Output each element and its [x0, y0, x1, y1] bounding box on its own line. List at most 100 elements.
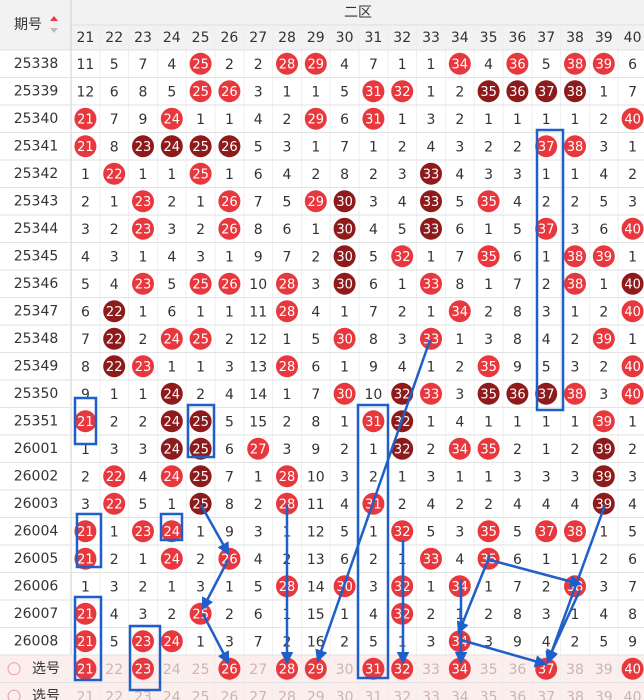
miss-count: 3 [542, 469, 551, 485]
ball [218, 135, 241, 158]
ball-number: 24 [164, 332, 181, 347]
option-number[interactable]: 40 [624, 689, 642, 700]
miss-count: 5 [513, 524, 522, 540]
selected-number[interactable]: 23 [135, 662, 152, 677]
option-number[interactable]: 29 [307, 689, 325, 700]
ball [506, 80, 529, 103]
option-number[interactable]: 30 [336, 689, 354, 700]
ball-number: 39 [596, 250, 613, 265]
selected-ball[interactable] [362, 657, 385, 680]
ball-number: 25 [192, 167, 209, 182]
option-number[interactable]: 21 [76, 689, 94, 700]
option-number[interactable]: 32 [393, 689, 411, 700]
ball-number: 23 [135, 635, 152, 650]
ball-number: 24 [164, 140, 181, 155]
option-number[interactable]: 37 [537, 689, 555, 700]
radio[interactable] [7, 689, 21, 700]
selected-number[interactable]: 34 [452, 662, 469, 677]
miss-count: 5 [542, 57, 551, 73]
ball-number: 28 [279, 305, 296, 320]
option-number[interactable]: 39 [595, 662, 613, 678]
ball-number: 34 [452, 305, 469, 320]
miss-count: 3 [571, 222, 580, 238]
option-number[interactable]: 36 [508, 662, 526, 678]
option-number[interactable]: 33 [422, 689, 440, 700]
option-number[interactable]: 36 [508, 689, 526, 700]
ball-number: 33 [423, 277, 440, 292]
option-number[interactable]: 39 [595, 689, 613, 700]
option-number[interactable]: 34 [451, 689, 469, 700]
column-header: 40 [624, 30, 642, 46]
selected-ball[interactable] [621, 657, 644, 680]
miss-count: 7 [81, 332, 90, 348]
miss-count: 4 [484, 57, 493, 73]
selected-ball[interactable] [132, 657, 154, 680]
ball-number: 23 [135, 140, 152, 155]
option-number[interactable]: 25 [192, 689, 210, 700]
ball-number: 36 [509, 387, 526, 402]
selected-ball[interactable] [304, 657, 327, 680]
selected-number[interactable]: 29 [308, 662, 325, 677]
miss-count: 1 [542, 112, 551, 128]
selected-number[interactable]: 31 [365, 662, 382, 677]
ball [132, 135, 154, 158]
miss-count: 2 [571, 194, 580, 210]
ball [160, 547, 183, 570]
miss-count: 1 [225, 167, 234, 183]
selected-number[interactable]: 26 [221, 662, 238, 677]
option-number[interactable]: 30 [336, 662, 354, 678]
option-number[interactable]: 38 [566, 689, 584, 700]
column-header: 38 [566, 30, 584, 46]
option-number[interactable]: 35 [480, 689, 498, 700]
option-number[interactable]: 24 [163, 689, 181, 700]
ball-number: 30 [336, 222, 353, 237]
option-number[interactable]: 38 [566, 662, 584, 678]
selected-number[interactable]: 32 [394, 662, 411, 677]
ball [592, 492, 615, 515]
selected-number[interactable]: 40 [624, 662, 641, 677]
miss-count: 4 [167, 57, 176, 73]
option-number[interactable]: 26 [220, 689, 238, 700]
miss-count: 1 [398, 277, 407, 293]
selected-number[interactable]: 37 [538, 662, 555, 677]
miss-count: 1 [427, 414, 436, 430]
option-number[interactable]: 27 [249, 689, 267, 700]
option-number[interactable]: 35 [480, 662, 498, 678]
miss-count: 8 [628, 607, 637, 623]
miss-count: 4 [398, 359, 407, 375]
miss-count: 9 [254, 249, 263, 265]
radio[interactable] [7, 662, 21, 676]
selected-number[interactable]: 21 [77, 662, 94, 677]
ball-number: 33 [423, 387, 440, 402]
option-number[interactable]: 25 [192, 662, 210, 678]
miss-count: 3 [427, 634, 436, 650]
ball [74, 135, 97, 158]
column-header: 33 [422, 30, 440, 46]
option-number[interactable]: 22 [105, 662, 123, 678]
option-number[interactable]: 22 [105, 689, 123, 700]
option-number[interactable]: 24 [163, 662, 181, 678]
sort-up[interactable] [50, 16, 58, 21]
miss-count: 5 [542, 359, 551, 375]
period-header[interactable]: 期号 [14, 17, 42, 33]
sort-down[interactable] [50, 28, 58, 33]
selected-number[interactable]: 28 [279, 662, 296, 677]
ball [103, 327, 126, 350]
miss-count: 1 [167, 579, 176, 595]
box [535, 128, 565, 412]
ball [420, 272, 442, 295]
option-number[interactable]: 28 [278, 689, 296, 700]
ball [506, 382, 529, 405]
miss-count: 5 [225, 414, 234, 430]
miss-count: 5 [369, 634, 378, 650]
option-number[interactable]: 33 [422, 662, 440, 678]
selected-ball[interactable] [74, 657, 97, 680]
column-header: 37 [537, 30, 555, 46]
ball [333, 217, 356, 240]
option-number[interactable]: 23 [134, 689, 152, 700]
column-header: 24 [163, 30, 181, 46]
miss-count: 2 [571, 332, 580, 348]
option-number[interactable]: 31 [364, 689, 382, 700]
option-number[interactable]: 27 [249, 662, 267, 678]
ball-number: 21 [77, 140, 94, 155]
